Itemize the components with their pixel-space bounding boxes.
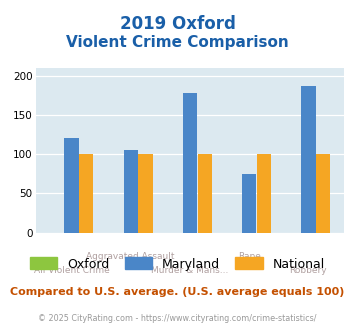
- Text: All Violent Crime: All Violent Crime: [34, 266, 109, 275]
- Text: Murder & Mans...: Murder & Mans...: [151, 266, 229, 275]
- Legend: Oxford, Maryland, National: Oxford, Maryland, National: [30, 257, 325, 271]
- Bar: [301, 86, 316, 233]
- Text: Rape: Rape: [238, 252, 261, 261]
- Bar: [242, 174, 256, 233]
- Bar: [183, 93, 197, 233]
- Bar: [124, 150, 138, 233]
- Bar: [138, 154, 153, 233]
- Bar: [198, 154, 212, 233]
- Text: Violent Crime Comparison: Violent Crime Comparison: [66, 35, 289, 50]
- Text: Compared to U.S. average. (U.S. average equals 100): Compared to U.S. average. (U.S. average …: [10, 287, 345, 297]
- Bar: [316, 154, 330, 233]
- Text: © 2025 CityRating.com - https://www.cityrating.com/crime-statistics/: © 2025 CityRating.com - https://www.city…: [38, 314, 317, 323]
- Bar: [79, 154, 93, 233]
- Bar: [64, 138, 78, 233]
- Text: 2019 Oxford: 2019 Oxford: [120, 15, 235, 33]
- Text: Robbery: Robbery: [290, 266, 327, 275]
- Bar: [257, 154, 271, 233]
- Text: Aggravated Assault: Aggravated Assault: [86, 252, 175, 261]
